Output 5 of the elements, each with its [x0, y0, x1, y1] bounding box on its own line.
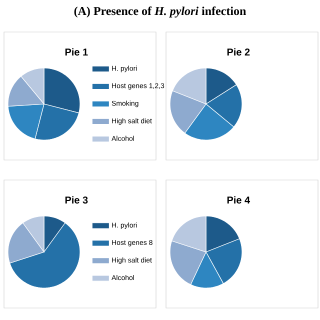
text: (A) Presence of H. pylori infection [74, 6, 246, 18]
chart-title: Pie 4 [227, 196, 250, 204]
chart-title: Pie 1 [65, 48, 88, 56]
chart-title: Pie 2 [227, 48, 250, 56]
text: Pie 3 [65, 196, 88, 204]
